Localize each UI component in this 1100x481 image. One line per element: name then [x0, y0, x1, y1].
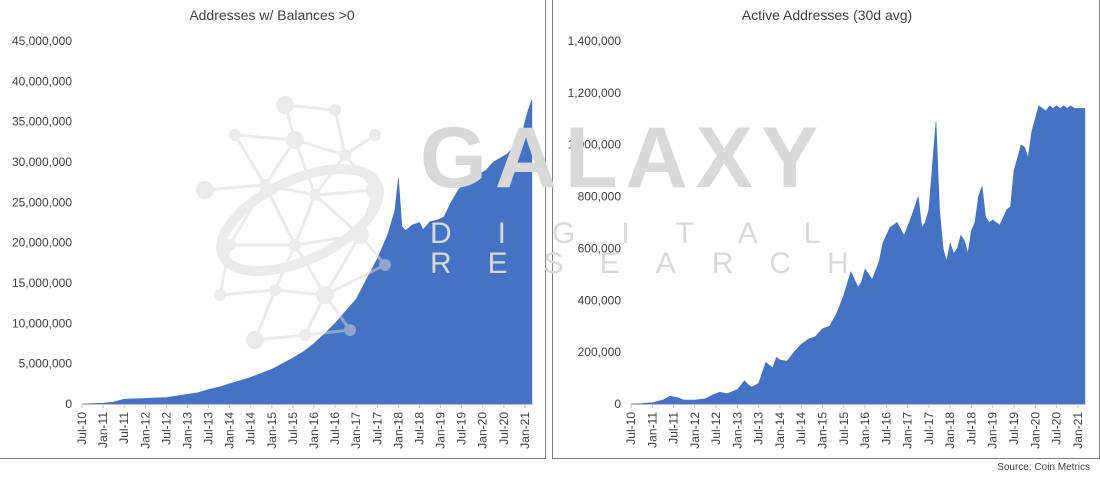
y-tick-label: 5,000,000: [19, 357, 73, 371]
x-tick-label: Jul-17: [922, 412, 936, 445]
x-tick-label: Jan-21: [518, 412, 532, 449]
y-tick-label: 45,000,000: [12, 34, 72, 48]
x-tick-label: Jan-20: [1028, 412, 1042, 449]
x-tick-label: Jan-12: [138, 412, 152, 449]
y-tick-label: 10,000,000: [12, 316, 72, 330]
chart-active-addresses: Active Addresses (30d avg) 0 200,000 400,0…: [568, 7, 1086, 449]
y-tick-label: 15,000,000: [12, 276, 72, 290]
y-tick-label: 35,000,000: [12, 115, 72, 129]
x-tick-label: Jul-14: [244, 412, 258, 445]
x-tick-label: Jul-18: [965, 412, 979, 445]
y-tick-label: 30,000,000: [12, 155, 72, 169]
x-tick-label: Jul-15: [286, 412, 300, 445]
x-tick-label: Jul-10: [75, 412, 89, 445]
x-tick-label: Jul-20: [497, 412, 511, 445]
x-tick-label: Jul-19: [455, 412, 469, 445]
y-tick-label: 0: [614, 397, 621, 411]
x-tick-label: Jan-18: [943, 412, 957, 449]
x-tick-label: Jul-20: [1050, 412, 1064, 445]
y-tick-label: 600,000: [578, 241, 622, 255]
x-tick-label: Jan-13: [181, 412, 195, 449]
x-tick-label: Jan-16: [307, 412, 321, 449]
chart-panel-addresses-with-balances: Addresses w/ Balances >0 0 5,000,000 10,00…: [0, 0, 546, 459]
x-tick-label: Jul-15: [837, 412, 851, 445]
x-tick-label: Jul-14: [794, 412, 808, 445]
chart-title: Active Addresses (30d avg): [742, 7, 912, 23]
x-tick-label: Jul-18: [413, 412, 427, 445]
x-tick-label: Jan-17: [349, 412, 363, 449]
y-tick-label: 200,000: [578, 345, 622, 359]
source-note: Source: Coin Metrics: [997, 462, 1090, 473]
x-tick-label: Jan-14: [773, 412, 787, 449]
x-tick-label: Jul-16: [879, 412, 893, 445]
y-tick-label: 1,000,000: [568, 138, 622, 152]
x-tick-label: Jul-11: [117, 412, 131, 444]
x-tick-label: Jul-17: [370, 412, 384, 445]
y-tick-label: 1,200,000: [568, 86, 622, 100]
x-tick-label: Jul-13: [752, 412, 766, 445]
y-tick-label: 1,400,000: [568, 34, 622, 48]
x-tick-label: Jul-19: [1007, 412, 1021, 445]
x-tick-label: Jul-10: [624, 412, 638, 445]
y-tick-label: 20,000,000: [12, 236, 72, 250]
y-tick-label: 40,000,000: [12, 74, 72, 88]
x-tick-label: Jul-16: [328, 412, 342, 445]
y-tick-label: 400,000: [578, 293, 622, 307]
y-tick-label: 25,000,000: [12, 195, 72, 209]
x-tick-label: Jan-20: [476, 412, 490, 449]
x-tick-label: Jul-13: [202, 412, 216, 445]
x-tick-label: Jan-18: [391, 412, 405, 449]
x-tick-label: Jan-19: [986, 412, 1000, 449]
chart-panel-active-addresses: Active Addresses (30d avg) 0 200,000 400,0…: [552, 0, 1100, 459]
x-tick-label: Jan-17: [901, 412, 915, 449]
x-tick-label: Jan-12: [688, 412, 702, 449]
series-area: [630, 105, 1086, 405]
y-tick-label: 800,000: [578, 190, 622, 204]
chart-title: Addresses w/ Balances >0: [189, 7, 355, 23]
x-tick-label: Jan-21: [1071, 412, 1085, 449]
x-tick-label: Jan-14: [223, 412, 237, 449]
x-tick-label: Jan-19: [434, 412, 448, 449]
x-tick-label: Jul-12: [159, 412, 173, 445]
x-tick-label: Jan-11: [645, 412, 659, 448]
series-area: [81, 99, 533, 405]
x-tick-label: Jan-16: [858, 412, 872, 449]
x-tick-label: Jul-11: [667, 412, 681, 444]
x-tick-label: Jul-12: [709, 412, 723, 445]
chart-addresses-with-balances: Addresses w/ Balances >0 0 5,000,000 10,00…: [12, 7, 533, 449]
x-tick-label: Jan-13: [730, 412, 744, 449]
x-tick-label: Jan-11: [96, 412, 110, 448]
x-tick-label: Jan-15: [816, 412, 830, 449]
y-tick-label: 0: [65, 397, 72, 411]
x-tick-label: Jan-15: [265, 412, 279, 449]
